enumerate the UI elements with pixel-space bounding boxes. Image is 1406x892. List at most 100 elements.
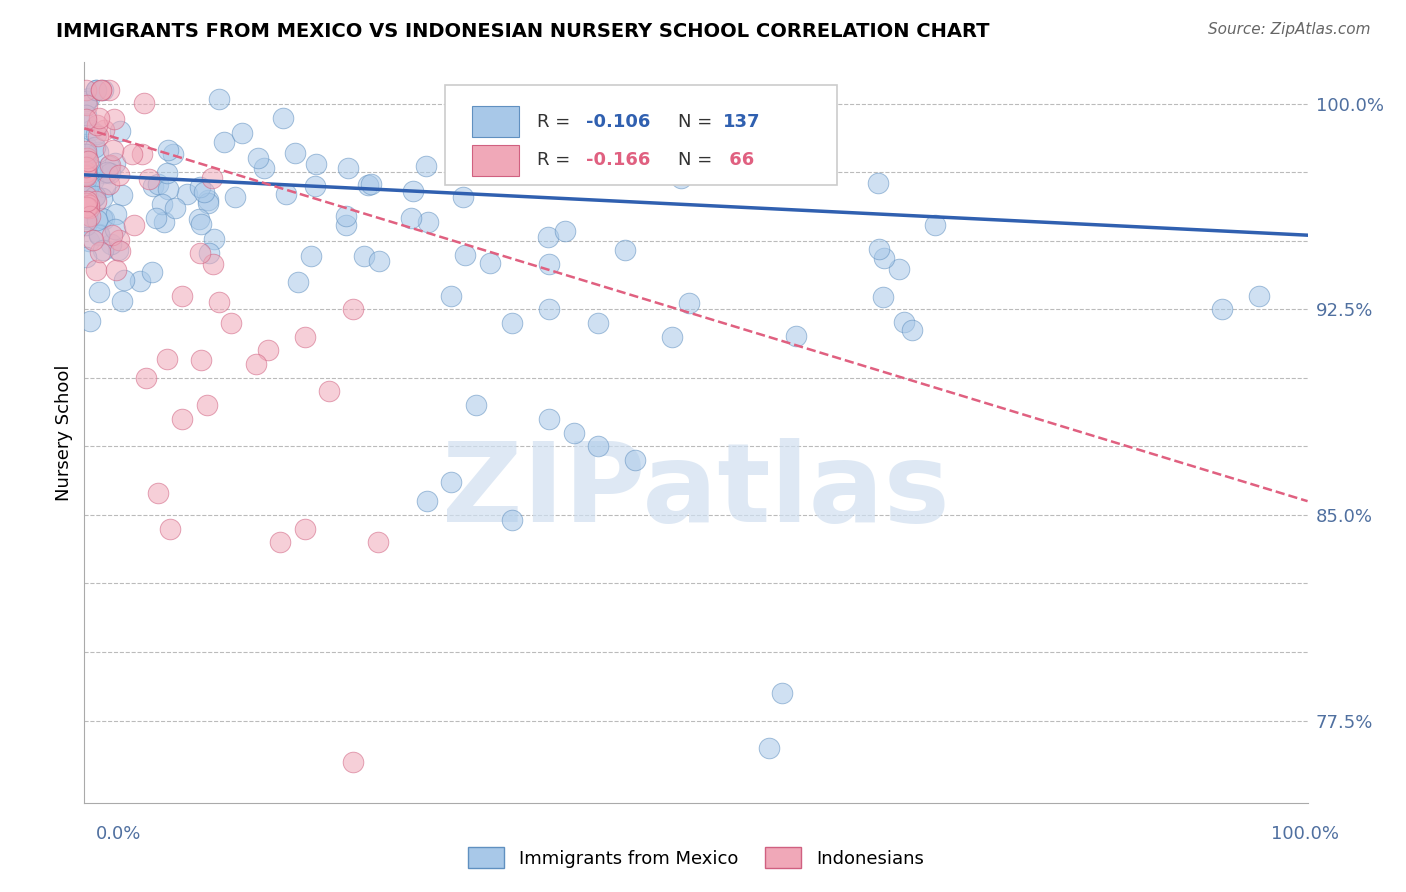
Point	[76, 210, 98, 224]
Point	[75, 112, 97, 127]
Point	[193, 185, 215, 199]
Point	[554, 224, 576, 238]
Point	[360, 178, 382, 192]
Point	[451, 190, 474, 204]
Point	[76, 211, 98, 226]
Point	[138, 171, 160, 186]
Point	[104, 156, 127, 170]
Point	[75, 214, 97, 228]
Text: 137: 137	[723, 113, 761, 131]
Point	[86, 212, 108, 227]
Point	[872, 290, 894, 304]
Point	[214, 135, 236, 149]
Point	[75, 161, 97, 176]
Point	[197, 195, 219, 210]
Point	[336, 161, 359, 175]
Point	[100, 236, 122, 251]
Point	[146, 177, 169, 191]
Point	[87, 227, 110, 242]
Point	[195, 398, 218, 412]
Point	[299, 249, 322, 263]
Point	[96, 164, 118, 178]
Point	[87, 128, 110, 143]
Point	[176, 186, 198, 201]
Point	[201, 171, 224, 186]
Point	[159, 522, 181, 536]
Point	[90, 83, 112, 97]
Point	[128, 274, 150, 288]
Point	[97, 159, 120, 173]
Point	[83, 139, 105, 153]
Point	[353, 249, 375, 263]
Point	[198, 246, 221, 260]
Point	[142, 178, 165, 193]
Point	[141, 265, 163, 279]
Point	[107, 243, 129, 257]
Point	[146, 486, 169, 500]
Point	[342, 302, 364, 317]
Point	[75, 188, 97, 202]
Point	[87, 112, 110, 126]
Text: Source: ZipAtlas.com: Source: ZipAtlas.com	[1208, 22, 1371, 37]
Y-axis label: Nursery School: Nursery School	[55, 364, 73, 501]
Point	[86, 118, 108, 132]
Point	[368, 253, 391, 268]
Point	[245, 357, 267, 371]
Point	[669, 171, 692, 186]
Point	[86, 194, 108, 208]
Point	[75, 161, 97, 175]
Point	[440, 288, 463, 302]
FancyBboxPatch shape	[446, 85, 837, 185]
Point	[156, 166, 179, 180]
Text: ZIPatlas: ZIPatlas	[441, 438, 950, 545]
Point	[94, 179, 117, 194]
Point	[135, 371, 157, 385]
Point	[464, 398, 486, 412]
Point	[342, 755, 364, 769]
Point	[101, 228, 124, 243]
Point	[75, 83, 97, 97]
Point	[75, 95, 97, 110]
Point	[75, 200, 97, 214]
Point	[93, 166, 115, 180]
Point	[231, 126, 253, 140]
Point	[98, 177, 121, 191]
FancyBboxPatch shape	[472, 145, 519, 176]
Point	[335, 209, 357, 223]
Point	[80, 162, 103, 177]
Point	[75, 195, 97, 210]
Point	[538, 412, 561, 426]
Point	[335, 218, 357, 232]
Point	[284, 145, 307, 160]
Point	[108, 169, 131, 183]
Point	[76, 181, 98, 195]
Text: R =: R =	[537, 151, 576, 169]
Point	[83, 189, 105, 203]
Point	[538, 302, 561, 317]
Point	[91, 191, 114, 205]
Point	[271, 111, 294, 125]
Point	[197, 193, 219, 207]
Point	[562, 425, 585, 440]
Point	[162, 147, 184, 161]
Point	[868, 242, 890, 256]
Point	[356, 178, 378, 192]
Point	[75, 146, 97, 161]
Point	[75, 160, 97, 174]
Point	[1247, 288, 1270, 302]
Point	[208, 92, 231, 106]
Text: -0.166: -0.166	[586, 151, 650, 169]
Point	[75, 168, 97, 182]
Point	[75, 169, 97, 183]
Point	[114, 273, 136, 287]
Text: 100.0%: 100.0%	[1271, 825, 1339, 843]
Point	[269, 535, 291, 549]
Point	[75, 94, 97, 108]
Point	[145, 211, 167, 225]
Point	[134, 95, 156, 110]
Point	[304, 157, 326, 171]
Point	[75, 144, 97, 158]
Point	[416, 494, 439, 508]
Point	[150, 196, 173, 211]
Point	[889, 261, 911, 276]
